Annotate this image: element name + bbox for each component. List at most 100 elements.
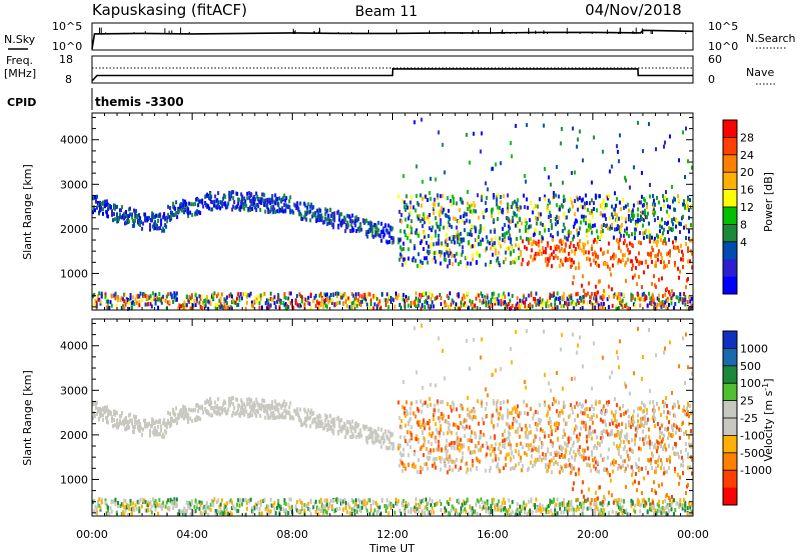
velocity-cell — [336, 500, 339, 505]
power-cell — [402, 246, 405, 251]
power-cell — [562, 292, 565, 297]
velocity-cell — [421, 429, 424, 434]
velocity-cell — [127, 426, 130, 431]
power-cell — [459, 231, 462, 236]
velocity-cell — [100, 499, 103, 504]
velocity-cell — [406, 411, 409, 416]
power-cell — [429, 196, 432, 201]
velocity-cell — [544, 463, 547, 468]
power-cell — [656, 234, 659, 239]
velocity-cell — [506, 408, 509, 413]
power-cell — [208, 206, 211, 211]
power-cell — [286, 306, 289, 311]
power-cell — [651, 294, 654, 299]
power-cell — [100, 291, 103, 296]
power-cell — [438, 227, 441, 232]
power-cell — [538, 300, 541, 305]
power-cell — [359, 303, 362, 308]
velocity-cell — [345, 431, 348, 436]
velocity-cell — [483, 501, 486, 506]
power-cell — [672, 217, 675, 222]
velocity-cell — [514, 429, 517, 434]
power-cell — [187, 207, 190, 212]
velocity-cell — [548, 406, 551, 411]
power-cell — [375, 224, 378, 229]
power-cell — [123, 306, 126, 311]
velocity-cell — [322, 503, 325, 508]
velocity-cell — [420, 445, 423, 450]
power-cell — [606, 249, 609, 254]
velocity-cell — [171, 417, 174, 422]
velocity-cell — [455, 431, 458, 436]
power-cell — [300, 216, 303, 221]
velocity-cell — [484, 468, 487, 473]
power-cell — [653, 218, 656, 223]
power-cell — [519, 252, 522, 257]
power-cell — [667, 225, 670, 230]
power-cell — [458, 208, 461, 213]
power-cell — [453, 253, 456, 258]
velocity-cell — [533, 505, 536, 510]
power-cell — [257, 197, 260, 202]
power-cell — [346, 220, 349, 225]
power-cell — [549, 246, 552, 251]
power-cell — [556, 230, 559, 235]
power-cell — [581, 242, 584, 247]
power-cell — [643, 230, 646, 235]
power-cell — [438, 224, 441, 229]
velocity-cell — [521, 445, 524, 450]
power-cell — [449, 251, 452, 256]
velocity-cell — [277, 503, 280, 508]
power-cell — [426, 260, 429, 265]
velocity-cell — [93, 498, 96, 503]
power-cell — [677, 248, 680, 253]
power-cell — [676, 266, 679, 271]
velocity-cell — [496, 507, 499, 512]
power-cell — [377, 228, 380, 233]
power-cell — [609, 224, 612, 229]
power-cell — [643, 214, 646, 219]
velocity-cell — [317, 420, 320, 425]
velocity-cell — [287, 502, 290, 507]
velocity-cell — [214, 400, 217, 405]
power-cell — [433, 250, 436, 255]
power-cell — [94, 195, 97, 200]
velocity-cell — [369, 428, 372, 433]
power-cell — [598, 236, 601, 241]
power-cell — [467, 305, 470, 310]
velocity-cell — [511, 509, 514, 514]
velocity-cell — [116, 425, 119, 430]
velocity-cell — [660, 506, 663, 511]
velocity-cell — [209, 398, 212, 403]
power-cell — [517, 246, 520, 251]
velocity-cell — [431, 463, 434, 468]
velocity-cell — [387, 429, 390, 434]
power-cell — [642, 297, 645, 302]
velocity-cell — [388, 437, 391, 442]
power-cell — [527, 260, 530, 265]
power-cell — [683, 175, 686, 180]
velocity-cell — [94, 414, 97, 419]
velocity-cell — [240, 405, 243, 410]
power-cell — [437, 238, 440, 243]
velocity-cell — [585, 499, 588, 504]
power-cell — [682, 199, 685, 204]
velocity-cell — [540, 509, 543, 514]
velocity-cell — [398, 415, 401, 420]
velocity-cell — [687, 501, 690, 506]
power-cell — [624, 204, 627, 209]
power-cell — [298, 303, 301, 308]
power-cell — [503, 239, 506, 244]
velocity-cell — [276, 415, 279, 420]
velocity-cell — [474, 415, 477, 420]
velocity-cell — [594, 507, 597, 512]
power-cell — [605, 194, 608, 199]
velocity-cell — [283, 399, 286, 404]
power-cell — [380, 238, 383, 243]
power-cell — [267, 302, 270, 307]
power-cell — [248, 191, 251, 196]
power-cell — [272, 297, 275, 302]
velocity-cell — [344, 423, 347, 428]
velocity-cell — [423, 426, 426, 431]
velocity-cell — [527, 431, 530, 436]
